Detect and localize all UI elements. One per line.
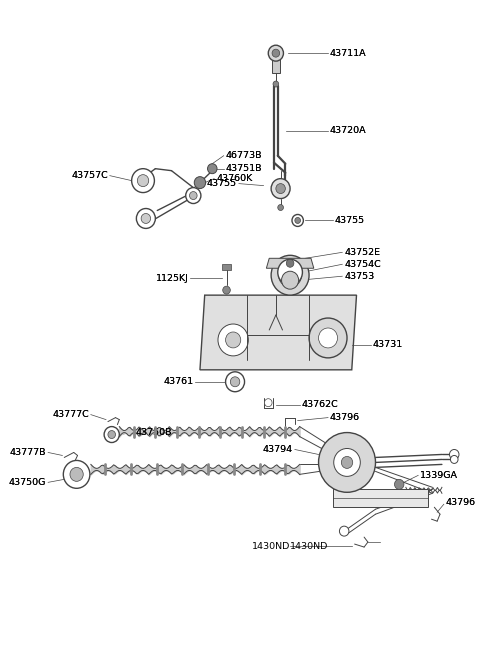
Circle shape	[104, 426, 120, 443]
Circle shape	[218, 324, 248, 356]
Bar	[272, 59, 280, 73]
Text: 1430ND: 1430ND	[290, 542, 328, 551]
Text: 43796: 43796	[446, 498, 476, 507]
Text: 1339GA: 1339GA	[420, 471, 458, 480]
Circle shape	[341, 457, 353, 468]
Circle shape	[309, 318, 347, 358]
Circle shape	[271, 255, 309, 295]
Text: 43757C: 43757C	[71, 171, 108, 180]
Text: 1125KJ: 1125KJ	[156, 274, 189, 283]
Text: 43752E: 43752E	[344, 248, 380, 257]
Text: 43757C: 43757C	[71, 171, 108, 180]
Circle shape	[339, 526, 349, 536]
Circle shape	[282, 271, 299, 289]
Text: 43720A: 43720A	[330, 126, 367, 136]
Circle shape	[230, 377, 240, 386]
Circle shape	[279, 263, 301, 287]
Circle shape	[264, 399, 272, 407]
Text: 43794: 43794	[263, 445, 293, 454]
Circle shape	[108, 430, 116, 439]
Text: 43750B: 43750B	[135, 428, 172, 437]
Text: 43777C: 43777C	[52, 410, 89, 419]
Text: 1430ND: 1430ND	[252, 542, 290, 551]
Text: 43762C: 43762C	[301, 400, 338, 409]
Bar	[222, 264, 231, 271]
Text: 43761: 43761	[163, 377, 193, 386]
Text: 43796: 43796	[446, 498, 476, 507]
Text: 43754C: 43754C	[344, 260, 381, 269]
Text: 43777B: 43777B	[10, 448, 46, 457]
Circle shape	[226, 372, 244, 392]
Text: 43777B: 43777B	[10, 448, 46, 457]
Text: 43731: 43731	[372, 341, 403, 349]
Text: 43754C: 43754C	[344, 260, 381, 269]
Circle shape	[450, 455, 458, 464]
Circle shape	[223, 286, 230, 294]
Circle shape	[334, 449, 360, 476]
Circle shape	[278, 259, 302, 285]
Text: 43762C: 43762C	[301, 400, 338, 409]
Text: 43711A: 43711A	[330, 48, 367, 58]
Text: 43711A: 43711A	[330, 48, 367, 58]
Polygon shape	[266, 258, 314, 269]
Text: 43753: 43753	[344, 272, 374, 281]
Text: 43777C: 43777C	[52, 410, 89, 419]
Text: 43796: 43796	[330, 413, 360, 422]
Text: 43753: 43753	[344, 272, 374, 281]
Circle shape	[226, 332, 241, 348]
Text: 43750B: 43750B	[135, 428, 172, 437]
Text: 43796: 43796	[330, 413, 360, 422]
Circle shape	[63, 460, 90, 489]
Circle shape	[186, 187, 201, 204]
Text: 43750G: 43750G	[9, 478, 46, 487]
Text: 43751B: 43751B	[226, 164, 262, 173]
Circle shape	[207, 164, 217, 174]
Bar	[333, 489, 428, 507]
Text: 43761: 43761	[163, 377, 193, 386]
Text: 43731: 43731	[372, 341, 403, 349]
Circle shape	[395, 479, 404, 489]
Circle shape	[268, 45, 284, 61]
Text: 43752E: 43752E	[344, 248, 380, 257]
Circle shape	[319, 328, 337, 348]
Circle shape	[137, 175, 149, 187]
Text: 43750G: 43750G	[9, 478, 46, 487]
Circle shape	[276, 183, 285, 194]
Text: 43755: 43755	[335, 216, 365, 225]
Circle shape	[292, 214, 303, 227]
Circle shape	[295, 217, 300, 223]
Text: 43760K: 43760K	[216, 174, 252, 183]
Text: 1339GA: 1339GA	[420, 471, 458, 480]
Circle shape	[132, 169, 155, 193]
Circle shape	[271, 179, 290, 198]
Text: 43751B: 43751B	[226, 164, 262, 173]
Text: 43794: 43794	[263, 445, 293, 454]
Text: 43760K: 43760K	[216, 174, 252, 183]
Text: 46773B: 46773B	[226, 151, 262, 160]
Text: 43755: 43755	[207, 179, 237, 188]
Circle shape	[141, 214, 151, 223]
Circle shape	[272, 49, 280, 57]
Circle shape	[194, 177, 205, 189]
Text: 1125KJ: 1125KJ	[156, 274, 189, 283]
Text: 46773B: 46773B	[226, 151, 262, 160]
Circle shape	[273, 81, 279, 87]
Circle shape	[449, 449, 459, 459]
Text: 43755: 43755	[207, 179, 237, 188]
Circle shape	[136, 208, 156, 229]
Circle shape	[278, 204, 284, 210]
Polygon shape	[200, 295, 357, 370]
Circle shape	[319, 432, 375, 493]
Circle shape	[190, 191, 197, 200]
Text: 43755: 43755	[335, 216, 365, 225]
Circle shape	[70, 468, 83, 481]
Circle shape	[286, 259, 294, 267]
Text: 43720A: 43720A	[330, 126, 367, 136]
